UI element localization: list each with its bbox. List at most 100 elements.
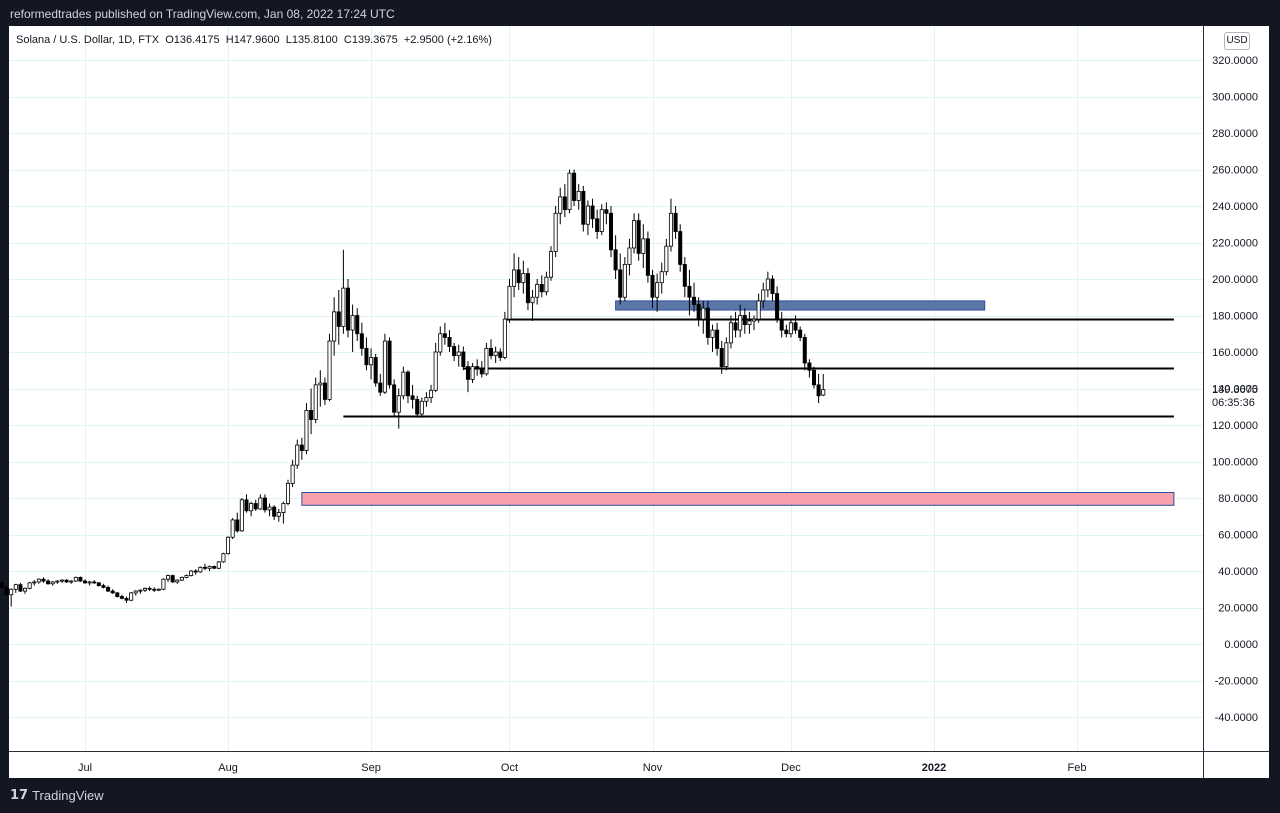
candle-body <box>249 503 254 512</box>
candle <box>27 581 32 590</box>
candle-body <box>442 333 447 338</box>
candle <box>811 366 817 389</box>
candle <box>309 388 314 435</box>
candle <box>106 585 111 592</box>
price-tick-label: 100.0000 <box>1212 457 1258 469</box>
candle <box>221 552 226 563</box>
candle <box>119 594 124 600</box>
candle <box>622 257 627 301</box>
candle-body <box>613 249 618 271</box>
candle <box>608 206 614 258</box>
candle-body <box>779 318 784 331</box>
last-price-label: 139.3675 06:35:36 <box>1212 384 1258 410</box>
candle-body <box>18 584 23 592</box>
candle <box>327 333 332 402</box>
candle-body <box>793 322 798 331</box>
candle <box>272 505 277 520</box>
candle-body <box>32 581 37 584</box>
candle <box>341 249 346 334</box>
candle <box>23 587 28 594</box>
candle <box>775 286 780 323</box>
time-tick-label: Jul <box>78 762 92 774</box>
candle <box>613 235 618 279</box>
candle-body <box>608 212 614 251</box>
candle-body <box>668 212 673 247</box>
candle-body <box>452 346 457 357</box>
candle <box>802 333 807 371</box>
candle <box>82 579 88 584</box>
candle <box>285 479 291 506</box>
candle-body <box>604 209 609 214</box>
price-tick-label: 20.0000 <box>1218 603 1258 615</box>
candle-body <box>285 482 291 504</box>
candle <box>32 580 37 586</box>
candle <box>235 512 240 533</box>
support-zone <box>301 492 1175 506</box>
candle <box>69 580 74 584</box>
candle-body <box>788 322 793 335</box>
high-label: H <box>225 34 234 46</box>
candle <box>715 322 720 356</box>
chart-pane[interactable] <box>9 26 1203 778</box>
candle <box>202 563 207 571</box>
candle <box>668 198 673 252</box>
candle-body <box>0 582 4 588</box>
candle <box>562 184 567 217</box>
candle-body <box>655 282 660 298</box>
currency-badge[interactable]: USD <box>1224 32 1250 50</box>
candle <box>489 339 494 360</box>
candle-body <box>59 579 64 582</box>
candle <box>419 397 424 418</box>
candle-body <box>235 519 240 532</box>
candle <box>821 373 826 397</box>
candle-body <box>705 307 710 338</box>
candle <box>405 370 410 404</box>
candle <box>318 370 323 407</box>
price-scale-pane[interactable] <box>1203 26 1269 778</box>
candle-body <box>507 285 512 320</box>
candle <box>4 585 9 596</box>
tradingview-brand[interactable]: 𝟭𝟳 TradingView <box>10 788 104 803</box>
candle-body <box>295 444 300 466</box>
candle-body <box>405 371 410 397</box>
bar-countdown: 06:35:36 <box>1212 397 1255 409</box>
candle-body <box>770 278 775 295</box>
candle <box>249 501 254 517</box>
published-header: reformedtrades published on TradingView.… <box>0 0 1280 26</box>
candle-body <box>166 575 171 580</box>
candle-body <box>133 590 138 594</box>
candle <box>728 315 733 349</box>
price-tick-label: 120.0000 <box>1212 420 1258 432</box>
candle <box>18 582 23 592</box>
candle <box>779 311 784 338</box>
candle-body <box>493 351 498 357</box>
candle <box>184 574 189 579</box>
candle-body <box>719 347 724 368</box>
candle <box>521 260 526 294</box>
candle-body <box>498 351 503 358</box>
candle-body <box>202 566 207 569</box>
symbol-legend: Solana / U.S. Dollar, 1D, FTX O136.4175 … <box>16 34 492 46</box>
symbol-name[interactable]: Solana / U.S. Dollar, 1D, FTX <box>16 34 160 46</box>
candle <box>788 319 793 338</box>
candle-body <box>332 311 337 342</box>
price-tick-label: -40.0000 <box>1215 712 1258 724</box>
candle <box>507 279 512 323</box>
price-tick-label: 160.0000 <box>1212 347 1258 359</box>
candle <box>493 346 498 363</box>
published-text: reformedtrades published on TradingView.… <box>10 7 395 21</box>
candle <box>692 282 697 312</box>
candle-body <box>419 400 424 415</box>
candle <box>382 333 387 394</box>
candle-body <box>724 342 729 368</box>
candle <box>770 275 775 301</box>
last-price-value: 139.3675 <box>1212 384 1258 396</box>
candle-body <box>802 336 807 364</box>
candle <box>396 388 401 429</box>
candle <box>452 342 457 362</box>
price-tick-label: 240.0000 <box>1212 201 1258 213</box>
candle <box>304 403 309 455</box>
candle-body <box>129 592 134 601</box>
candle-body <box>142 587 147 591</box>
